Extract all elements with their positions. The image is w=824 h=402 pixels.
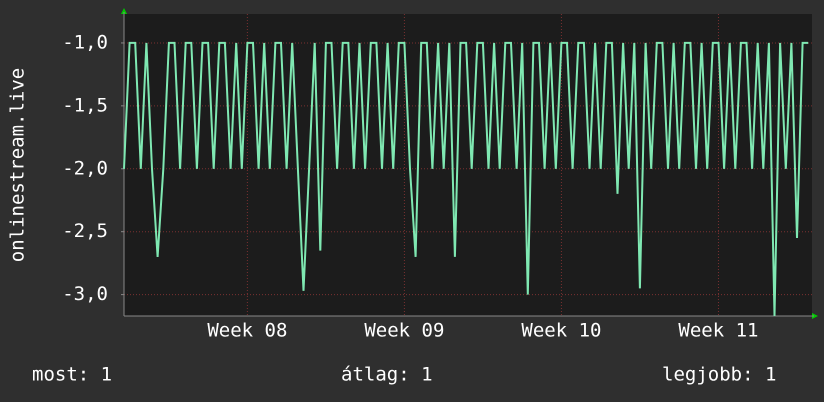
y-tick-label: -2,5 [62, 220, 108, 242]
line [123, 41, 809, 317]
stat-label: most: 1 [32, 364, 112, 386]
y-tick-label: -2,0 [62, 157, 108, 179]
labels: -1,0 -1,5 -2,0 -2,5 -3,0 Week 08 Week 09 Week 1… [32, 31, 776, 385]
stat-label: átlag: 1 [341, 364, 433, 386]
x-tick-label: Week 09 [364, 320, 444, 342]
x-tick-label: Week 11 [678, 320, 758, 342]
x-tick-label: Week 08 [207, 320, 287, 342]
y-tick-label: -1,0 [62, 31, 108, 53]
stat-label: legjobb: 1 [662, 364, 776, 386]
y-tick-label: -1,5 [62, 94, 108, 116]
grid [121, 12, 814, 317]
y-tick-label: -3,0 [62, 283, 108, 305]
axis-arrow [121, 8, 127, 14]
y-axis-label: onlinestream.live [7, 68, 29, 262]
marks [123, 41, 809, 317]
axis-arrow [812, 313, 818, 319]
x-tick-label: Week 10 [521, 320, 601, 342]
plot-area [124, 14, 812, 316]
